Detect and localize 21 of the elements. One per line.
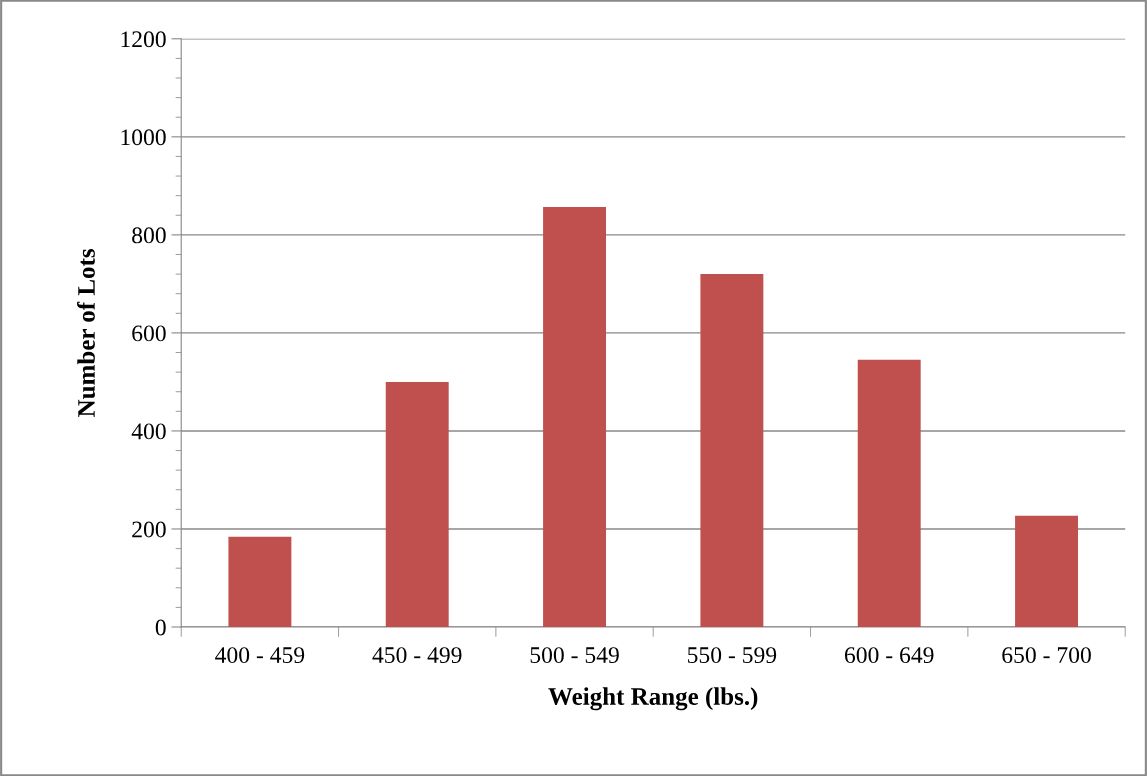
x-tick-label: 500 - 549: [530, 647, 619, 664]
x-tick-label: 450 - 499: [372, 647, 462, 664]
y-tick-label: 800: [132, 227, 166, 244]
x-tick-label: 650 - 700: [1002, 647, 1091, 664]
y-axis-title: Number of Lots: [77, 249, 95, 417]
x-axis-title: Weight Range (lbs.): [548, 687, 758, 711]
bar: [228, 536, 292, 628]
y-tick-label: 400: [131, 423, 166, 440]
y-tick-label: 1200: [121, 31, 166, 48]
bar: [1015, 515, 1079, 628]
bar: [385, 381, 449, 628]
x-tick-label: 400 - 459: [215, 647, 305, 664]
bar: [543, 206, 607, 628]
y-tick-label: 200: [132, 521, 166, 538]
y-tick-label: 0: [155, 619, 166, 636]
bar: [857, 359, 921, 628]
y-tick-label: 600: [132, 325, 166, 342]
bar: [700, 274, 764, 628]
y-tick-label: 1000: [121, 129, 166, 146]
x-tick-label: 550 - 599: [688, 647, 777, 664]
x-tick-label: 600 - 649: [844, 647, 934, 664]
